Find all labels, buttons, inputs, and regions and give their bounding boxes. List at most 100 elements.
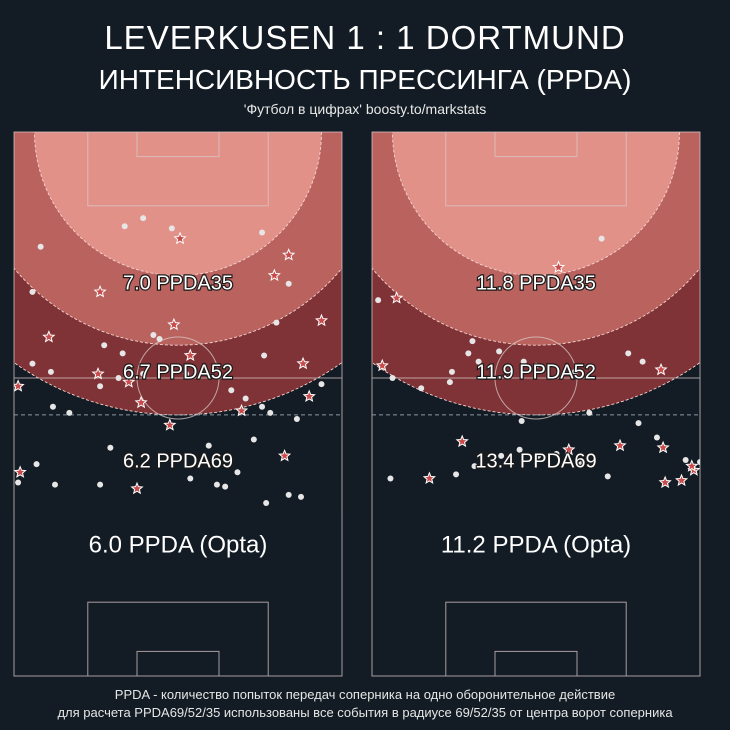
opponent-six-yard-box [494, 131, 578, 158]
event-dot [228, 387, 235, 394]
defensive-action-star [685, 459, 699, 472]
event-dot [604, 473, 611, 480]
event-dot [496, 348, 503, 355]
event-points [375, 235, 700, 489]
event-dot [389, 375, 396, 381]
defensive-action-star [656, 440, 670, 454]
event-dot [697, 459, 700, 466]
event-dot [285, 491, 292, 498]
event-dot [533, 362, 539, 369]
event-dot [475, 358, 482, 365]
defensive-action-star [122, 375, 136, 388]
defensive-action-star [282, 248, 296, 261]
event-dot [259, 403, 266, 410]
defensive-action-star [14, 465, 27, 478]
zone-label-ppda52: 11.9 PPDA52 [476, 361, 596, 383]
event-dot [682, 457, 689, 463]
event-points [14, 215, 329, 507]
own-six-yard-box [136, 650, 220, 677]
defensive-action-star [14, 379, 25, 392]
defensive-action-star [613, 438, 627, 452]
event-dot [520, 358, 527, 365]
defensive-action-star [267, 268, 281, 282]
event-dot [183, 370, 190, 377]
defensive-action-star [183, 348, 197, 362]
event-dot [47, 368, 54, 375]
event-dot [29, 360, 36, 367]
event-dot [205, 442, 212, 449]
event-dot [259, 229, 266, 236]
event-dot [453, 471, 460, 478]
defensive-action-star [551, 260, 566, 273]
footer-notes: PPDA - количество попыток передач соперн… [0, 686, 730, 722]
event-dot [293, 416, 300, 422]
footer-line-2: для расчета PPDA69/52/35 использованы вс… [57, 705, 673, 720]
event-dot [625, 350, 632, 357]
event-dot [29, 288, 36, 295]
defensive-action-star [278, 448, 292, 462]
pressing-zones [372, 132, 700, 416]
event-dot [498, 452, 505, 459]
zone-label-ppda52: 6.7 PPDA52 [123, 361, 233, 383]
event-dot [471, 463, 478, 470]
event-dot [598, 235, 605, 242]
event-dot [97, 383, 104, 390]
zone-label-ppda35: 7.0 PPDA35 [123, 272, 233, 294]
event-dot [33, 461, 40, 468]
event-dot [66, 409, 73, 416]
event-dot [119, 350, 126, 357]
event-dot [242, 395, 249, 402]
event-dot [375, 297, 382, 304]
event-dot [49, 403, 56, 410]
event-dot [115, 375, 122, 381]
event-dot [318, 381, 325, 388]
event-dot [586, 409, 593, 416]
defensive-action-star [390, 291, 404, 304]
event-dot [267, 409, 274, 416]
defensive-action-star [163, 418, 177, 431]
centre-circle [494, 336, 578, 420]
defensive-action-star [658, 475, 672, 489]
defensive-action-star [234, 403, 249, 417]
event-dot [168, 225, 175, 232]
event-dot [518, 418, 525, 425]
event-dot [140, 215, 147, 222]
event-dot [234, 469, 241, 476]
event-dot [121, 223, 128, 230]
zone-label-ppda35: 11.8 PPDA35 [476, 272, 596, 294]
event-dot [285, 280, 292, 287]
zone-label-ppda69: 13.4 PPDA69 [475, 450, 596, 472]
event-dot [571, 368, 578, 375]
defensive-action-star [42, 330, 56, 343]
defensive-action-star [91, 366, 105, 380]
event-dot [273, 319, 280, 326]
defensive-action-star [134, 395, 148, 409]
event-dot [553, 450, 560, 457]
defensive-action-star [173, 231, 187, 245]
event-dot [250, 436, 257, 443]
event-dot [635, 420, 642, 427]
defensive-action-star [674, 473, 689, 487]
event-dot [263, 500, 270, 507]
event-dot [101, 342, 108, 349]
defensive-action-star [654, 362, 668, 376]
credit-line: 'Футбол в цифрах' boosty.to/markstats [243, 101, 487, 117]
defensive-action-star [302, 389, 316, 403]
defensive-action-star [167, 317, 181, 331]
pitch-panel-dortmund: 11.8 PPDA35 11.9 PPDA52 13.4 PPDA69 11.2 PP… [371, 131, 701, 677]
pitch-panel-leverkusen: 7.0 PPDA35 6.7 PPDA52 6.2 PPDA69 6.0 PPDA (… [13, 131, 343, 677]
footer-line-1: PPDA - количество попыток передач соперн… [114, 687, 616, 702]
overall-ppda-label: 11.2 PPDA (Opta) [441, 531, 631, 558]
event-dot [516, 446, 523, 453]
event-dot [535, 452, 542, 459]
event-dot [213, 481, 220, 488]
event-dot [639, 358, 646, 365]
centre-circle [136, 336, 220, 420]
event-dot [222, 483, 229, 490]
event-dot [465, 350, 472, 357]
event-dot [15, 479, 22, 486]
event-dot [448, 368, 455, 375]
event-dot [140, 370, 147, 377]
event-dot [97, 481, 104, 488]
